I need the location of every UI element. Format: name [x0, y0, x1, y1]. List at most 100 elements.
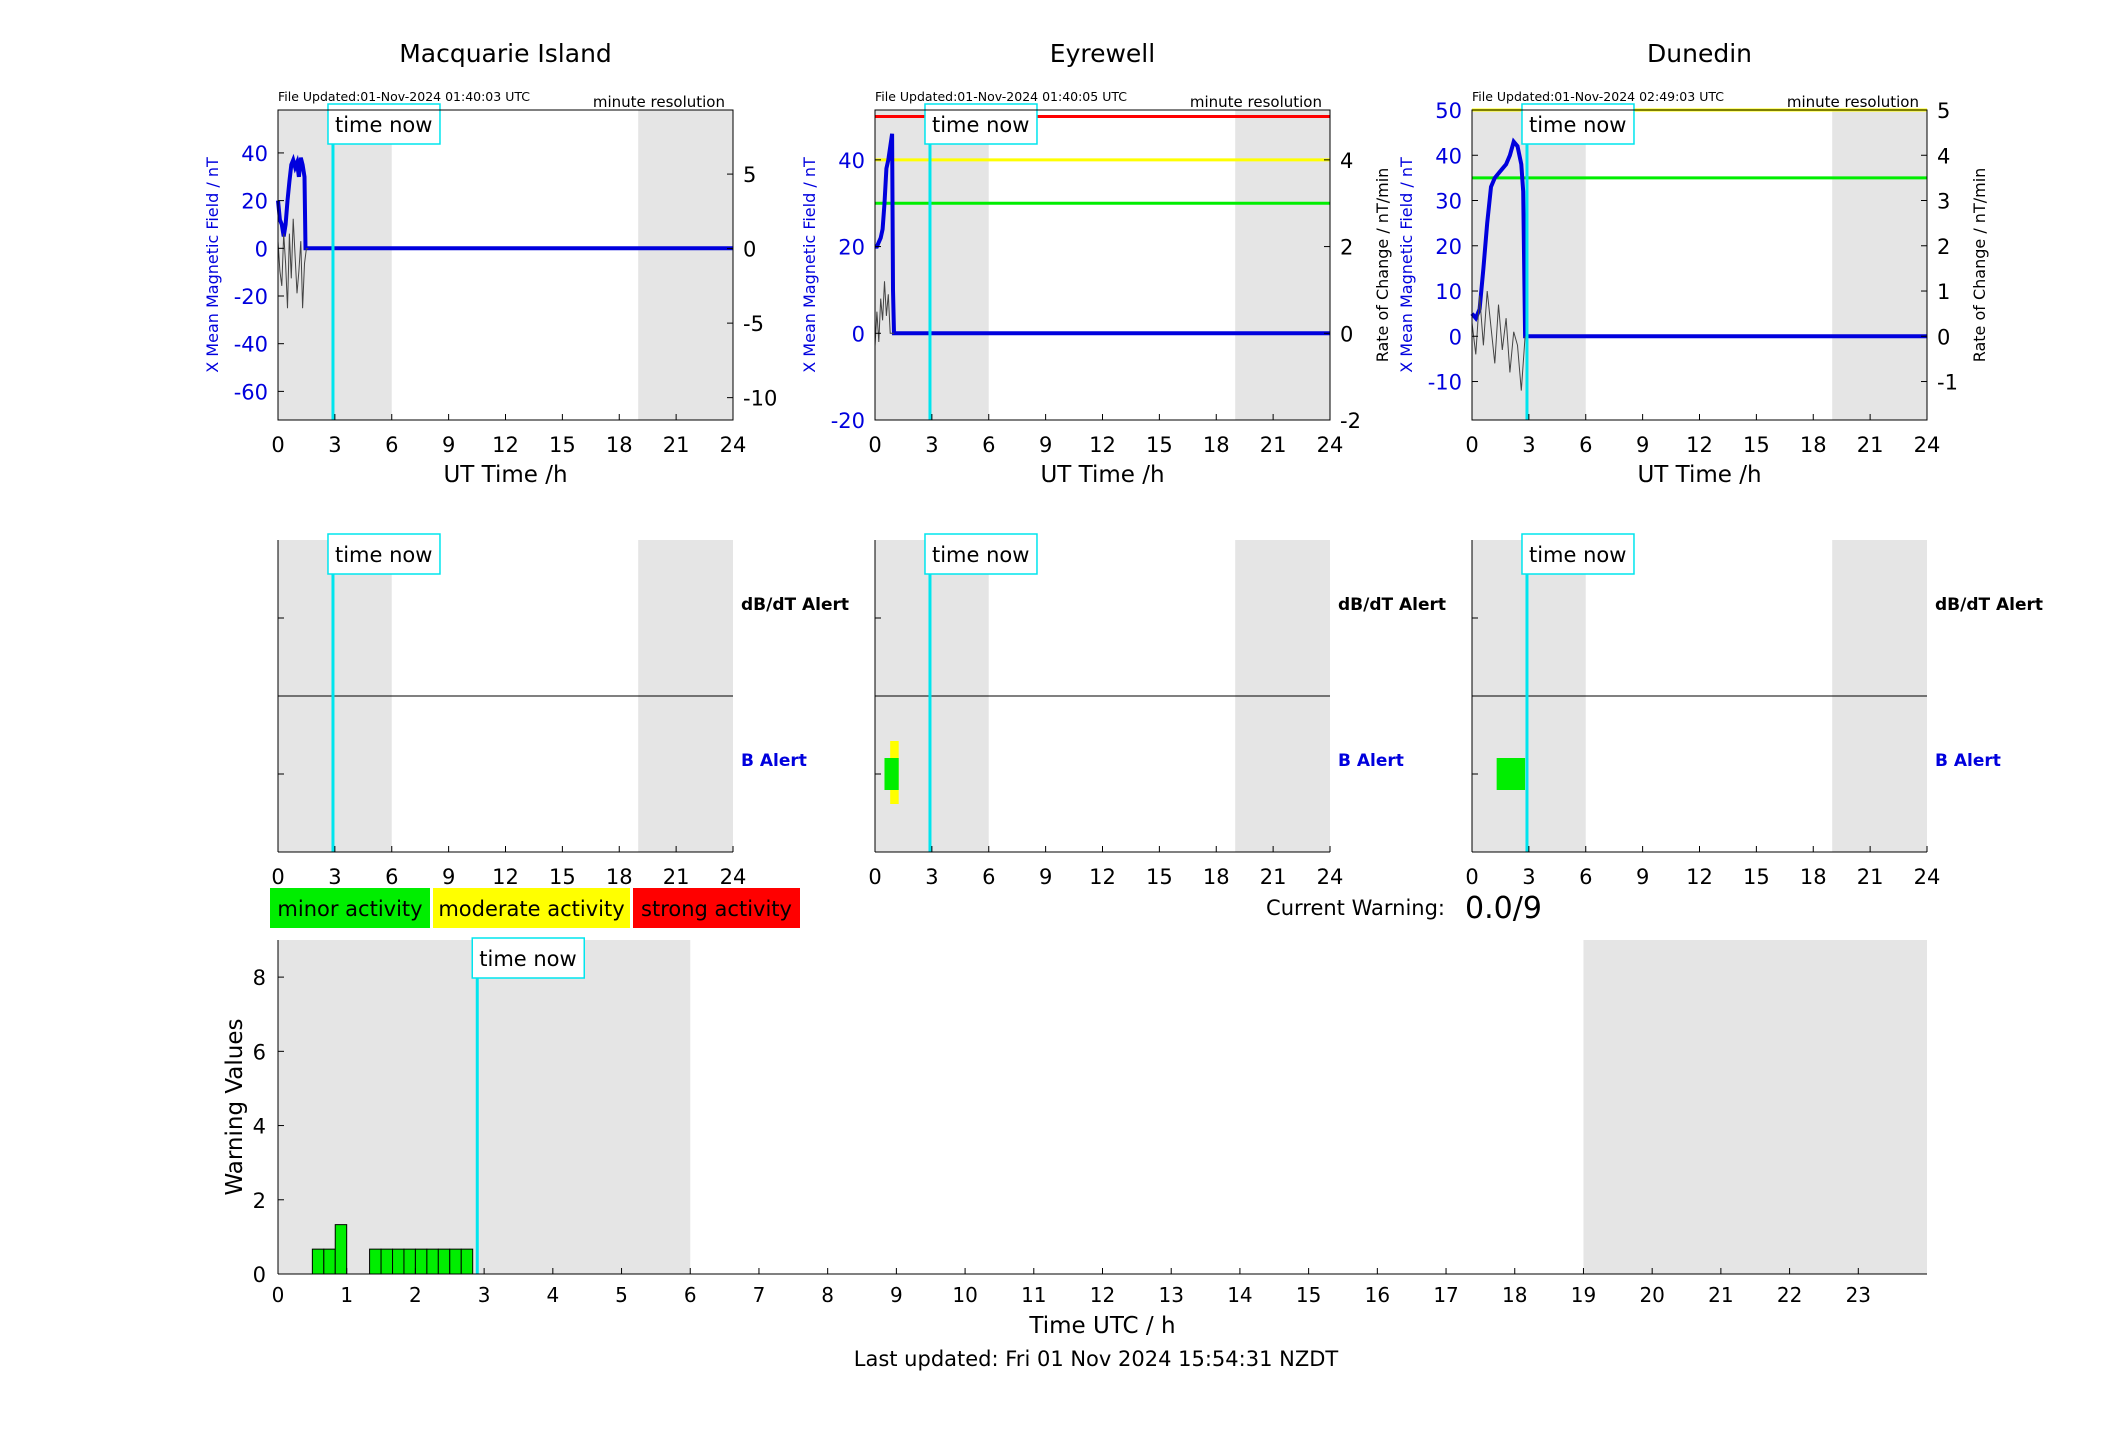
- x-tick-label: 15: [1146, 433, 1173, 457]
- field-series-line: [875, 133, 1330, 336]
- warning-bar: [460, 1248, 474, 1275]
- y-tick-label: 0: [255, 237, 268, 261]
- y-tick-label: 10: [1435, 280, 1462, 304]
- y-right-tick-label: 5: [743, 163, 756, 187]
- time-now-label: time now: [335, 543, 432, 567]
- x-tick-label: 1: [340, 1283, 353, 1307]
- y-right-tick-label: 1: [1937, 280, 1950, 304]
- x-tick-label: 18: [1800, 865, 1827, 889]
- x-tick-label: 15: [1743, 865, 1770, 889]
- x-tick-label: 8: [821, 1283, 834, 1307]
- x-tick-label: 21: [1708, 1283, 1733, 1307]
- y-right-tick-label: -2: [1340, 409, 1361, 433]
- legend-swatch: [270, 888, 430, 928]
- warning-bar: [426, 1248, 439, 1275]
- time-now-label: time now: [932, 113, 1029, 137]
- x-tick-label: 24: [720, 865, 747, 889]
- y-right-tick-label: 2: [1937, 235, 1950, 259]
- x-tick-label: 0: [271, 433, 284, 457]
- x-tick-label: 23: [1846, 1283, 1871, 1307]
- x-tick-label: 21: [1260, 865, 1287, 889]
- y-tick-label: 20: [838, 236, 865, 260]
- x-tick-label: 3: [328, 433, 341, 457]
- legend-swatch: [433, 888, 630, 928]
- warning-bar: [437, 1248, 451, 1275]
- x-tick-label: 9: [1039, 433, 1052, 457]
- time-now-box: [1521, 533, 1635, 575]
- x-tick-label: 12: [1686, 865, 1713, 889]
- legend-label: minor activity: [277, 897, 422, 921]
- y-right-tick-label: 4: [1340, 149, 1353, 173]
- x-tick-label: 22: [1777, 1283, 1802, 1307]
- y-tick-label: -40: [234, 333, 268, 357]
- x-tick-label: 6: [982, 433, 995, 457]
- x-tick-label: 6: [684, 1283, 697, 1307]
- x-tick-label: 15: [1743, 433, 1770, 457]
- rate-series-line: [1471, 290, 1526, 391]
- row-label-dbdt-alert: dB/dT Alert: [741, 595, 849, 615]
- y-axis-label: X Mean Magnetic Field / nT: [800, 157, 819, 373]
- y-right-axis-label: Rate of Change / nT/min: [1373, 168, 1392, 363]
- x-tick-label: 12: [1686, 433, 1713, 457]
- x-tick-label: 24: [1914, 433, 1941, 457]
- x-tick-label: 6: [1579, 433, 1592, 457]
- night-shade: [1235, 110, 1330, 420]
- resolution-label: minute resolution: [1787, 93, 1919, 111]
- y-right-tick-label: 0: [1937, 325, 1950, 349]
- warning-bar: [311, 1248, 325, 1275]
- y-tick-label: -20: [831, 409, 865, 433]
- x-tick-label: 9: [1039, 865, 1052, 889]
- time-now-box: [924, 533, 1038, 575]
- y-axis-label: Warning Values: [222, 1018, 248, 1195]
- x-tick-label: 21: [663, 865, 690, 889]
- x-tick-label: 12: [1089, 433, 1116, 457]
- x-tick-label: 24: [1317, 433, 1344, 457]
- night-shade: [1472, 110, 1586, 420]
- y-tick-label: -20: [234, 285, 268, 309]
- time-now-label: time now: [335, 113, 432, 137]
- row-label-b-alert: B Alert: [741, 751, 807, 771]
- y-axis-label: X Mean Magnetic Field / nT: [1397, 157, 1416, 373]
- y-tick-label: 6: [253, 1040, 266, 1064]
- legend-label: moderate activity: [438, 897, 624, 921]
- warning-bar: [392, 1248, 405, 1275]
- x-tick-label: 3: [925, 865, 938, 889]
- night-shade: [1832, 110, 1927, 420]
- time-now-label: time now: [932, 543, 1029, 567]
- time-now-box: [924, 103, 1038, 145]
- file-updated-label: File Updated:01-Nov-2024 01:40:03 UTC: [278, 89, 530, 104]
- x-tick-label: 9: [1636, 865, 1649, 889]
- x-tick-label: 9: [890, 1283, 903, 1307]
- warning-bar: [414, 1248, 428, 1275]
- x-tick-label: 18: [1502, 1283, 1527, 1307]
- x-axis-label: Time UTC / h: [1028, 1313, 1175, 1339]
- y-tick-label: 30: [1435, 190, 1462, 214]
- y-tick-label: 40: [838, 149, 865, 173]
- x-tick-label: 3: [328, 865, 341, 889]
- x-tick-label: 0: [868, 865, 881, 889]
- y-tick-label: 4: [253, 1115, 266, 1139]
- y-right-axis-label: Rate of Change / nT/min: [1970, 168, 1989, 363]
- current-warning-label: Current Warning:: [1266, 896, 1445, 920]
- x-tick-label: 18: [606, 433, 633, 457]
- warning-bar: [449, 1248, 462, 1275]
- panel-title: Macquarie Island: [399, 39, 612, 68]
- x-tick-label: 21: [1857, 865, 1884, 889]
- x-tick-label: 20: [1639, 1283, 1664, 1307]
- x-tick-label: 9: [442, 865, 455, 889]
- x-tick-label: 21: [1260, 433, 1287, 457]
- x-tick-label: 0: [271, 865, 284, 889]
- y-tick-label: 2: [253, 1189, 266, 1213]
- row-label-b-alert: B Alert: [1338, 751, 1404, 771]
- x-tick-label: 10: [952, 1283, 977, 1307]
- x-tick-label: 11: [1021, 1283, 1046, 1307]
- x-tick-label: 12: [1089, 865, 1116, 889]
- x-tick-label: 15: [549, 433, 576, 457]
- y-right-tick-label: -5: [743, 312, 764, 336]
- panel-title: Dunedin: [1647, 39, 1752, 68]
- x-tick-label: 3: [925, 433, 938, 457]
- time-now-label: time now: [1529, 113, 1626, 137]
- y-right-tick-label: 0: [743, 238, 756, 262]
- alert-block: [1496, 758, 1526, 790]
